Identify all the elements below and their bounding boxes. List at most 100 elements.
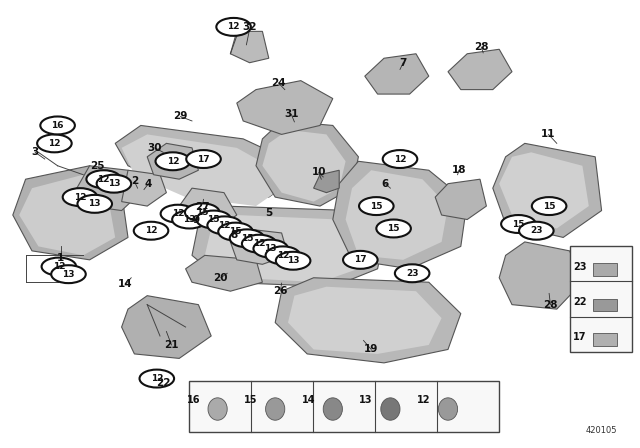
Text: 12: 12 xyxy=(145,226,157,235)
Ellipse shape xyxy=(359,197,394,215)
Text: 12: 12 xyxy=(74,193,86,202)
Polygon shape xyxy=(448,49,512,90)
Polygon shape xyxy=(77,166,141,211)
Text: 27: 27 xyxy=(195,202,209,212)
FancyBboxPatch shape xyxy=(593,333,617,346)
Polygon shape xyxy=(256,121,358,206)
Text: 15: 15 xyxy=(196,208,209,217)
Text: 12: 12 xyxy=(417,395,431,405)
Ellipse shape xyxy=(383,150,417,168)
Text: 12: 12 xyxy=(97,175,110,184)
Ellipse shape xyxy=(185,203,220,221)
Polygon shape xyxy=(346,170,448,260)
Text: 20: 20 xyxy=(214,273,228,283)
Text: 13: 13 xyxy=(264,244,277,253)
Text: 1: 1 xyxy=(57,253,65,263)
Text: 26: 26 xyxy=(273,286,287,296)
Text: 22: 22 xyxy=(573,297,587,307)
Polygon shape xyxy=(314,170,339,193)
Ellipse shape xyxy=(376,220,411,237)
Text: 23: 23 xyxy=(530,226,543,235)
Text: 11: 11 xyxy=(541,129,556,139)
Text: 28: 28 xyxy=(474,42,488,52)
Text: 13: 13 xyxy=(287,256,300,265)
Ellipse shape xyxy=(501,215,536,233)
Polygon shape xyxy=(19,175,115,255)
Text: 13: 13 xyxy=(359,395,373,405)
Ellipse shape xyxy=(276,252,310,270)
Ellipse shape xyxy=(438,398,458,420)
Polygon shape xyxy=(230,228,288,264)
Ellipse shape xyxy=(230,229,264,247)
Ellipse shape xyxy=(208,398,227,420)
FancyBboxPatch shape xyxy=(593,299,617,311)
Text: 15: 15 xyxy=(229,227,242,236)
Ellipse shape xyxy=(134,222,168,240)
Text: 8: 8 xyxy=(230,230,237,240)
Polygon shape xyxy=(435,179,486,220)
FancyBboxPatch shape xyxy=(593,263,617,276)
Text: 12: 12 xyxy=(253,239,266,248)
Text: 16: 16 xyxy=(186,395,200,405)
Text: 420105: 420105 xyxy=(586,426,618,435)
Text: 12: 12 xyxy=(150,374,163,383)
Polygon shape xyxy=(365,54,429,94)
Polygon shape xyxy=(262,130,346,202)
Ellipse shape xyxy=(172,211,207,228)
Ellipse shape xyxy=(51,265,86,283)
Ellipse shape xyxy=(207,216,242,234)
Text: 14: 14 xyxy=(118,280,132,289)
Text: 15: 15 xyxy=(207,215,220,224)
Text: 30: 30 xyxy=(148,143,162,153)
Text: 15: 15 xyxy=(543,202,556,211)
Polygon shape xyxy=(499,152,589,228)
Ellipse shape xyxy=(266,398,285,420)
Text: 29: 29 xyxy=(173,112,188,121)
Text: 13: 13 xyxy=(88,199,101,208)
Ellipse shape xyxy=(381,398,400,420)
Text: 18: 18 xyxy=(452,165,466,175)
Polygon shape xyxy=(230,31,269,63)
FancyBboxPatch shape xyxy=(570,246,632,352)
Ellipse shape xyxy=(343,251,378,269)
Polygon shape xyxy=(288,287,442,354)
Text: 5: 5 xyxy=(265,208,273,218)
Text: 23: 23 xyxy=(573,262,587,271)
Ellipse shape xyxy=(218,223,253,241)
Polygon shape xyxy=(205,215,365,282)
Text: 31: 31 xyxy=(284,109,298,119)
Polygon shape xyxy=(122,170,166,206)
Text: 16: 16 xyxy=(51,121,64,130)
Ellipse shape xyxy=(37,134,72,152)
Text: 12: 12 xyxy=(218,221,231,230)
Text: 12: 12 xyxy=(52,262,65,271)
Polygon shape xyxy=(275,278,461,363)
Ellipse shape xyxy=(253,240,288,258)
Text: 15: 15 xyxy=(244,395,258,405)
Text: 12: 12 xyxy=(227,22,240,31)
Polygon shape xyxy=(115,125,294,197)
Ellipse shape xyxy=(156,152,190,170)
Text: 12: 12 xyxy=(172,209,184,218)
Ellipse shape xyxy=(63,188,97,206)
Ellipse shape xyxy=(519,222,554,240)
Polygon shape xyxy=(122,296,211,358)
Ellipse shape xyxy=(97,175,131,193)
Text: 12: 12 xyxy=(394,155,406,164)
Polygon shape xyxy=(186,255,262,291)
Text: 6: 6 xyxy=(381,179,389,189)
Text: 15: 15 xyxy=(370,202,383,211)
Ellipse shape xyxy=(42,258,76,276)
Polygon shape xyxy=(237,81,333,134)
Ellipse shape xyxy=(40,116,75,134)
Polygon shape xyxy=(147,143,198,179)
Text: 28: 28 xyxy=(543,300,557,310)
Text: 15: 15 xyxy=(241,234,253,243)
Text: 22: 22 xyxy=(156,378,170,388)
Ellipse shape xyxy=(395,264,429,282)
Ellipse shape xyxy=(532,197,566,215)
Text: 3: 3 xyxy=(31,147,39,157)
Polygon shape xyxy=(192,206,384,287)
Text: 17: 17 xyxy=(354,255,367,264)
Text: 13: 13 xyxy=(183,215,196,224)
